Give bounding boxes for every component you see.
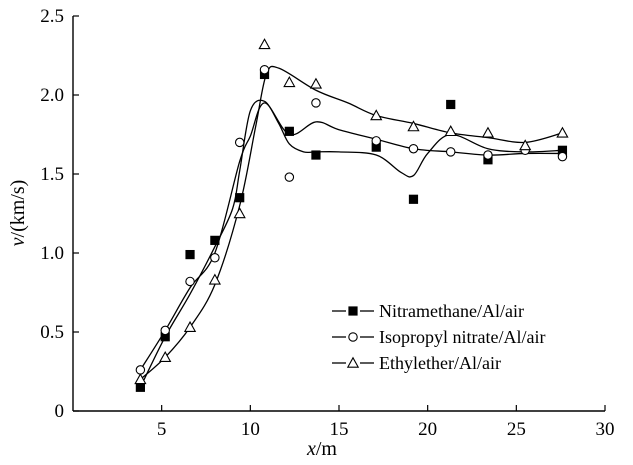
point-ethylether-al-air	[159, 350, 172, 362]
legend-item-nitramethane-al-air: Nitramethane/Al/air	[332, 301, 524, 321]
x-axis-title: x/m	[306, 438, 337, 460]
point-ethylether-al-air	[208, 273, 222, 285]
x-tick-label: 5	[157, 419, 167, 440]
point-nitramethane-al-air	[210, 235, 220, 245]
point-isopropyl-nitrate-al-air	[160, 325, 170, 336]
point-ethylether-al-air	[258, 38, 271, 50]
point-ethylether-al-air	[407, 120, 420, 132]
legend-marker	[348, 332, 358, 342]
point-ethylether-al-air	[444, 125, 457, 137]
y-tick-label: 2.0	[40, 85, 64, 106]
point-isopropyl-nitrate-al-air	[371, 136, 381, 146]
y-tick-label: 2.5	[40, 6, 64, 27]
x-tick-label: 20	[418, 419, 437, 440]
legend-label: Isopropyl nitrate/Al/air	[379, 327, 545, 347]
y-tick-label: 0.5	[40, 322, 64, 343]
point-isopropyl-nitrate-al-air	[483, 150, 493, 160]
x-axis-unit: /m	[316, 438, 338, 460]
legend-marker	[348, 306, 358, 316]
point-ethylether-al-air	[134, 373, 147, 385]
y-tick-label: 0	[55, 401, 65, 422]
point-nitramethane-al-air	[135, 382, 145, 392]
point-ethylether-al-air	[556, 126, 569, 138]
y-tick-label: 1.0	[40, 243, 64, 264]
y-axis-variable: v	[7, 237, 29, 246]
fitted-curves	[139, 65, 563, 388]
x-axis-variable: x	[306, 438, 316, 460]
point-isopropyl-nitrate-al-air	[210, 252, 220, 263]
legend: Nitramethane/Al/air Isopropyl nitrate/Al/…	[332, 301, 545, 373]
y-axis-unit: /(km/s)	[7, 180, 29, 238]
point-ethylether-al-air	[370, 109, 383, 121]
point-isopropyl-nitrate-al-air	[185, 276, 195, 287]
svg-text:v/(km/s): v/(km/s)	[7, 180, 29, 247]
point-ethylether-al-air	[519, 139, 532, 151]
point-isopropyl-nitrate-al-air	[408, 143, 419, 154]
plot-area	[72, 16, 605, 412]
ticks: 5 10 15 20 25 30 0 0.5 1.0 1.5 2.0 2.5	[40, 6, 614, 440]
point-isopropyl-nitrate-al-air	[259, 64, 270, 75]
point-isopropyl-nitrate-al-air	[234, 137, 245, 148]
y-tick-label: 1.5	[40, 164, 64, 185]
y-axis-title: v/(km/s)	[7, 180, 29, 247]
point-ethylether-al-air	[233, 207, 246, 219]
point-nitramethane-al-air	[185, 249, 195, 260]
x-tick-label: 30	[596, 419, 615, 440]
legend-label: Ethylether/Al/air	[379, 353, 501, 373]
x-tick-label: 15	[330, 419, 349, 440]
point-nitramethane-al-air	[284, 126, 294, 136]
point-ethylether-al-air	[309, 77, 323, 89]
x-tick-label: 25	[507, 419, 526, 440]
point-isopropyl-nitrate-al-air	[311, 98, 321, 108]
legend-item-isopropyl-nitrate-al-air: Isopropyl nitrate/Al/air	[332, 327, 545, 347]
point-isopropyl-nitrate-al-air	[445, 147, 456, 157]
curve-ethylether-al-air	[139, 65, 563, 380]
point-isopropyl-nitrate-al-air	[135, 365, 146, 375]
point-ethylether-al-air	[183, 320, 197, 332]
x-tick-label: 10	[241, 419, 260, 440]
svg-text:x/m: x/m	[306, 438, 337, 460]
legend-item-ethylether-al-air: Ethylether/Al/air	[332, 353, 501, 373]
point-nitramethane-al-air	[446, 99, 456, 110]
point-ethylether-al-air	[283, 76, 296, 88]
legend-marker	[346, 356, 360, 368]
point-nitramethane-al-air	[408, 194, 419, 204]
point-isopropyl-nitrate-al-air	[557, 151, 568, 162]
point-ethylether-al-air	[481, 126, 495, 138]
point-isopropyl-nitrate-al-air	[284, 172, 295, 182]
data-markers	[134, 38, 569, 392]
point-nitramethane-al-air	[235, 193, 245, 203]
curve-isopropyl-nitrate-al-air	[139, 102, 563, 371]
point-nitramethane-al-air	[311, 150, 321, 160]
legend-label: Nitramethane/Al/air	[379, 301, 524, 321]
